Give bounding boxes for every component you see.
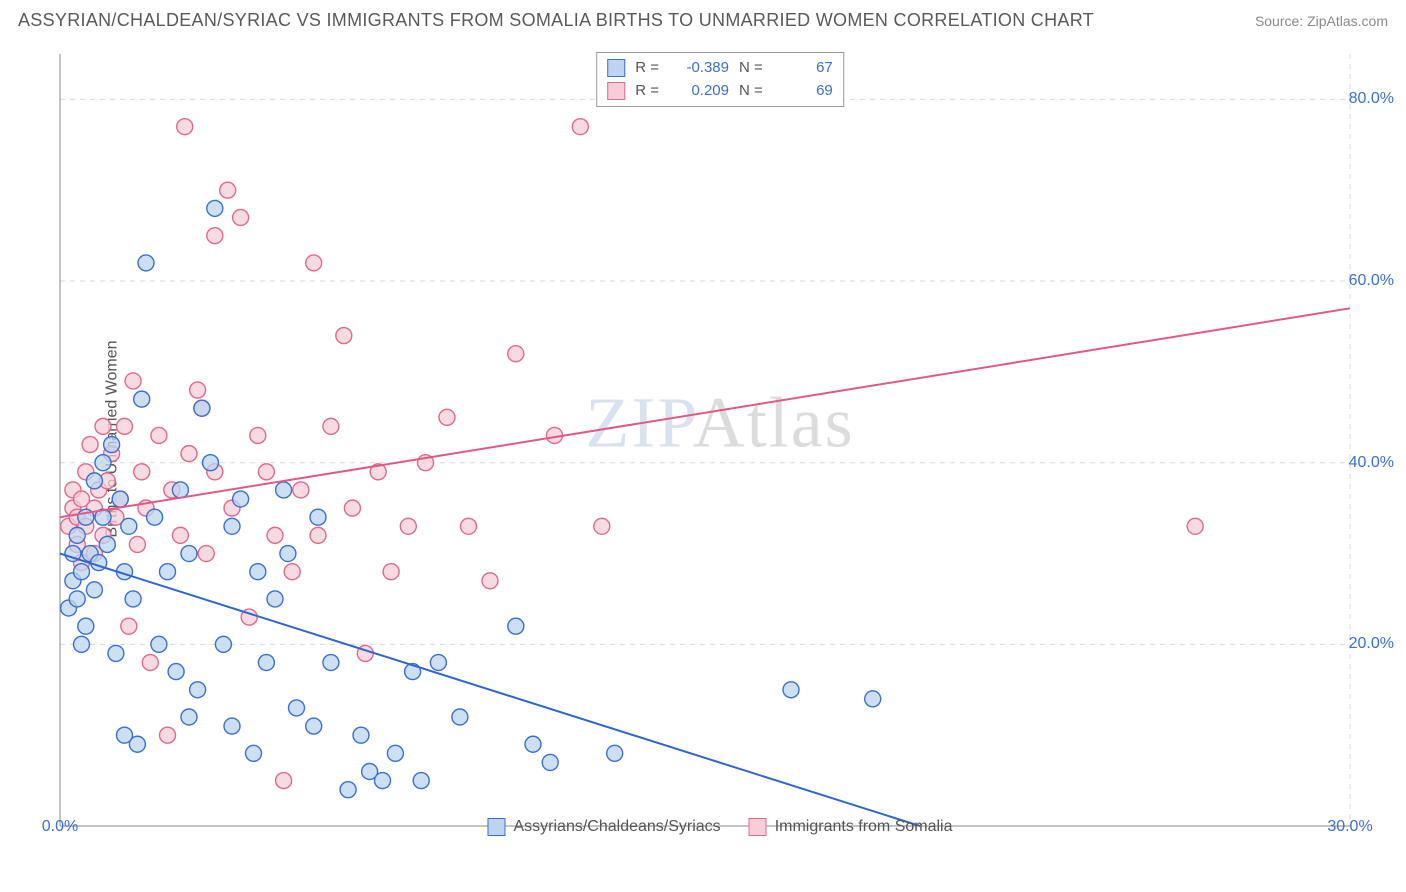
r-value-somalia: 0.209 (669, 80, 729, 103)
chart-container: Births to Unmarried Women ZIPAtlas R = -… (50, 44, 1390, 834)
r-label: R = (635, 80, 659, 103)
chart-title: ASSYRIAN/CHALDEAN/SYRIAC VS IMMIGRANTS F… (18, 10, 1094, 31)
n-value-somalia: 69 (773, 80, 833, 103)
n-value-assyrian: 67 (773, 57, 833, 80)
correlation-row-somalia: R = 0.209 N = 69 (607, 80, 833, 103)
source-label: Source: ZipAtlas.com (1255, 13, 1388, 29)
n-label: N = (739, 80, 763, 103)
correlation-legend: R = -0.389 N = 67 R = 0.209 N = 69 (596, 52, 844, 107)
r-label: R = (635, 57, 659, 80)
swatch-assyrian (487, 818, 505, 836)
swatch-somalia (607, 82, 625, 100)
y-tick-label: 60.0% (1349, 272, 1394, 290)
correlation-row-assyrian: R = -0.389 N = 67 (607, 57, 833, 80)
legend-item-assyrian: Assyrians/Chaldeans/Syriacs (487, 818, 720, 836)
x-tick-label: 30.0% (1327, 818, 1372, 836)
swatch-somalia (749, 818, 767, 836)
x-tick-label: 0.0% (42, 818, 78, 836)
legend-item-somalia: Immigrants from Somalia (749, 818, 953, 836)
y-tick-label: 40.0% (1349, 454, 1394, 472)
legend-label-assyrian: Assyrians/Chaldeans/Syriacs (513, 818, 720, 836)
n-label: N = (739, 57, 763, 80)
series-legend: Assyrians/Chaldeans/Syriacs Immigrants f… (487, 818, 952, 836)
y-tick-label: 80.0% (1349, 90, 1394, 108)
swatch-assyrian (607, 59, 625, 77)
legend-label-somalia: Immigrants from Somalia (775, 818, 953, 836)
r-value-assyrian: -0.389 (669, 57, 729, 80)
y-tick-label: 20.0% (1349, 635, 1394, 653)
scatter-plot (50, 44, 1390, 836)
